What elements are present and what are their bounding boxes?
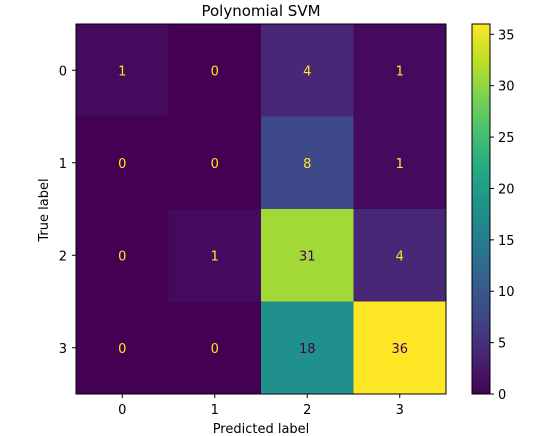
x-tick-label: 1 xyxy=(211,403,219,418)
cell-value-label: 0 xyxy=(211,342,219,357)
heatmap-cell xyxy=(261,209,354,302)
heatmap-cell xyxy=(76,24,169,117)
cell-value-label: 1 xyxy=(396,64,404,79)
x-tick-label: 2 xyxy=(303,403,311,418)
cell-value-label: 0 xyxy=(118,342,126,357)
colorbar xyxy=(471,23,491,395)
cell-value-label: 0 xyxy=(211,157,219,172)
y-tick-label: 3 xyxy=(59,342,67,357)
heatmap-cell xyxy=(261,116,354,210)
cell-value-label: 1 xyxy=(118,64,126,79)
heatmap-cell xyxy=(76,301,169,395)
cell-value-label: 1 xyxy=(211,249,219,264)
cell-value-label: 36 xyxy=(391,342,408,357)
heatmap-cell xyxy=(76,209,169,302)
colorbar-tick-label: 20 xyxy=(498,182,515,197)
heatmap-cell xyxy=(261,301,354,395)
cell-value-label: 0 xyxy=(118,249,126,264)
y-tick-label: 1 xyxy=(59,157,67,172)
y-tick-label: 0 xyxy=(59,64,67,79)
cell-value-label: 31 xyxy=(299,249,316,264)
colorbar-tick-label: 30 xyxy=(498,80,515,95)
heatmap-cell xyxy=(168,116,262,210)
colorbar-tick-label: 10 xyxy=(498,285,515,300)
x-tick-label: 0 xyxy=(118,403,126,418)
heatmap-cell xyxy=(168,301,262,395)
y-axis-ticks: 0 1 2 3 xyxy=(59,64,76,357)
heatmap-cell xyxy=(353,116,447,210)
heatmap-cell xyxy=(261,24,354,117)
y-axis-label: True label xyxy=(37,178,52,242)
heatmap-cell xyxy=(353,24,447,117)
heatmap-cells xyxy=(76,24,447,395)
colorbar-tick-label: 15 xyxy=(498,234,515,249)
cell-value-label: 1 xyxy=(396,157,404,172)
chart-title: Polynomial SVM xyxy=(201,2,320,20)
heatmap-cell xyxy=(76,116,169,210)
heatmap-cell xyxy=(353,301,447,395)
heatmap-cell xyxy=(168,209,262,302)
y-tick-label: 2 xyxy=(59,249,67,264)
colorbar-ticks: 0 5 10 15 20 25 30 35 xyxy=(490,28,515,403)
heatmap-cell xyxy=(353,209,447,302)
colorbar-tick-label: 0 xyxy=(498,388,506,403)
heatmap-cell-labels: 1 0 4 1 0 0 8 1 0 1 31 4 0 0 18 36 xyxy=(118,64,408,357)
cell-value-label: 4 xyxy=(396,249,404,264)
x-tick-label: 3 xyxy=(396,403,404,418)
cell-value-label: 18 xyxy=(299,342,316,357)
heatmap-cell xyxy=(168,24,262,117)
x-axis-ticks: 0 1 2 3 xyxy=(118,394,404,418)
cell-value-label: 0 xyxy=(211,64,219,79)
cell-value-label: 0 xyxy=(118,157,126,172)
cell-value-label: 4 xyxy=(303,64,311,79)
x-axis-label: Predicted label xyxy=(213,422,310,436)
plot-frame xyxy=(75,23,447,395)
colorbar-tick-label: 25 xyxy=(498,131,515,146)
cell-value-label: 8 xyxy=(303,157,311,172)
colorbar-tick-label: 35 xyxy=(498,28,515,43)
colorbar-tick-label: 5 xyxy=(498,337,506,352)
